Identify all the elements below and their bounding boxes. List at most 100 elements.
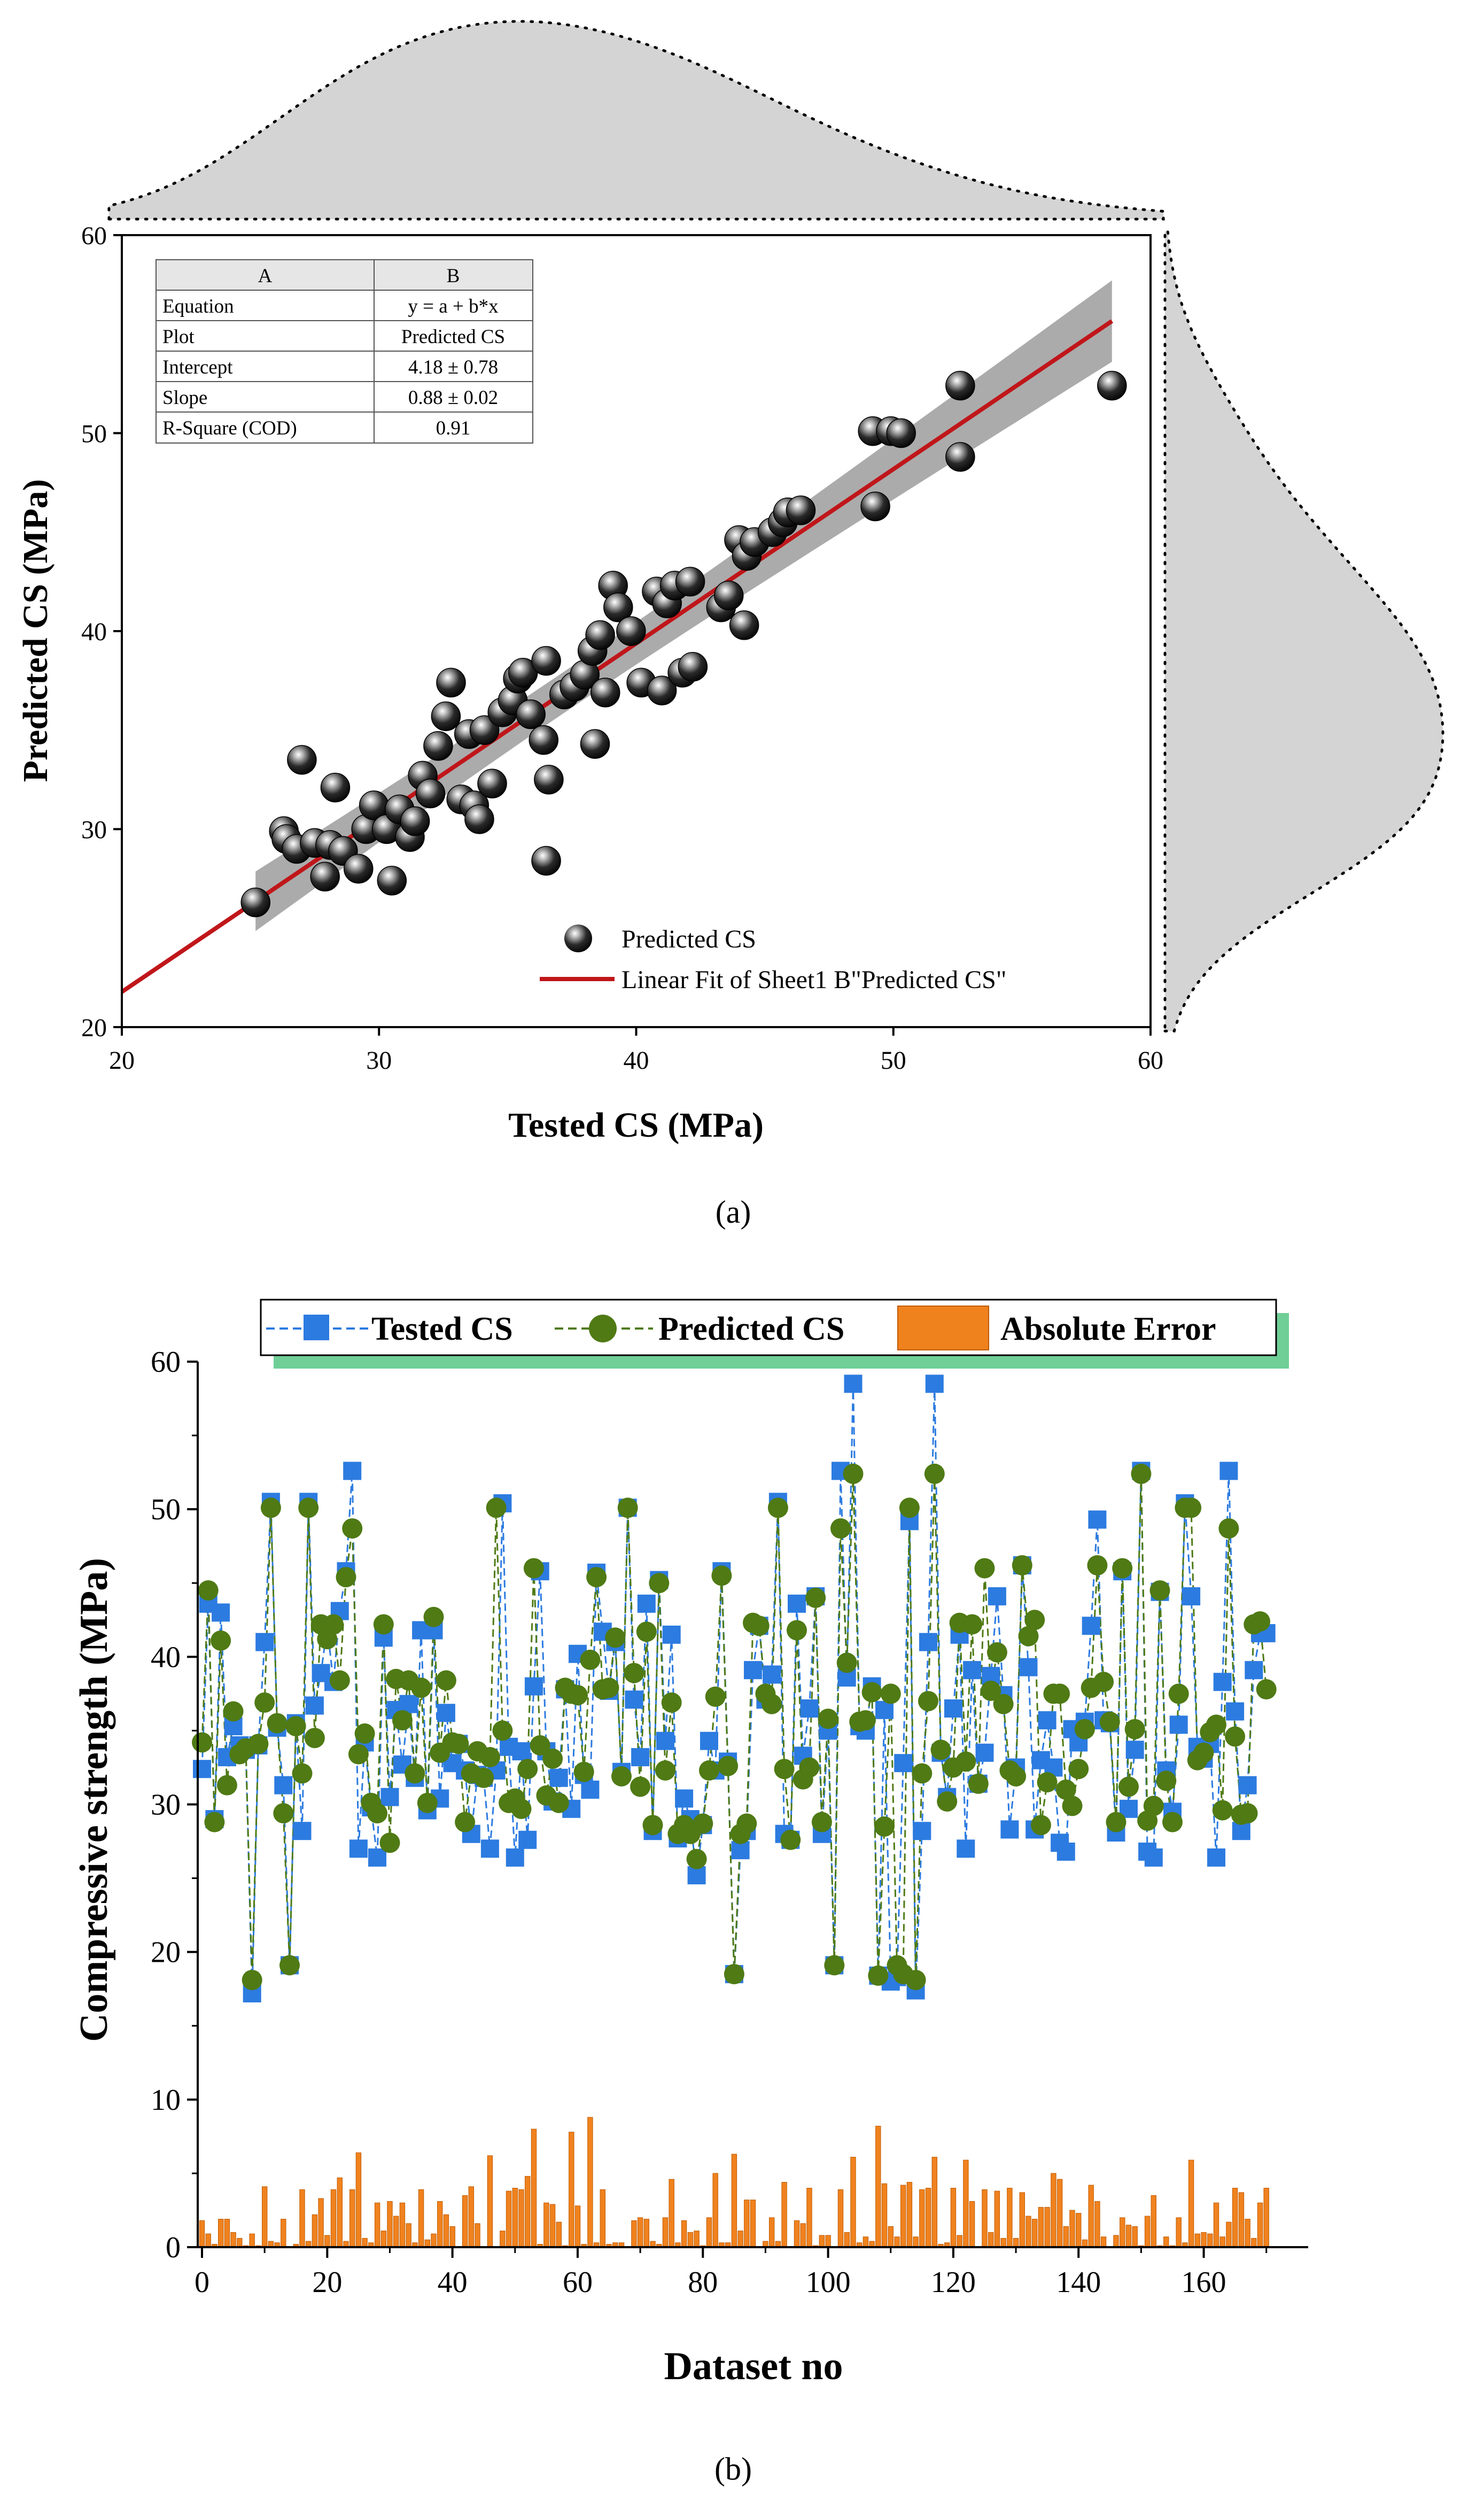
tested-cs-marker — [1056, 1842, 1075, 1861]
table-cell: Intercept — [162, 356, 233, 378]
legend-label: Linear Fit of Sheet1 B"Predicted CS" — [621, 966, 1006, 994]
predicted-cs-marker — [655, 1760, 675, 1781]
predicted-cs-marker — [223, 1701, 244, 1722]
predicted-cs-marker — [1068, 1759, 1089, 1780]
x-tick-label: 60 — [563, 2266, 593, 2299]
error-bar — [1238, 2192, 1245, 2248]
series-markers — [192, 1374, 1277, 2002]
error-bar — [362, 2238, 368, 2248]
data-point — [477, 768, 507, 799]
error-bar — [737, 2231, 743, 2248]
predicted-cs-marker — [298, 1497, 319, 1518]
predicted-cs-marker — [780, 1829, 801, 1850]
error-bar — [662, 2217, 669, 2248]
error-bar — [1082, 2239, 1088, 2248]
table-cell: R-Square (COD) — [162, 417, 297, 439]
error-bar — [1176, 2217, 1182, 2248]
error-bar — [387, 2201, 393, 2248]
y-axis: 0 10 20 30 40 50 60 — [151, 1346, 198, 2264]
x-axis: 0 20 40 60 80 100 120 140 160 — [195, 2247, 1268, 2299]
predicted-cs-marker — [1156, 1770, 1177, 1791]
error-bar — [931, 2157, 937, 2248]
predicted-cs-marker — [1106, 1812, 1126, 1832]
predicted-cs-marker — [824, 1955, 845, 1976]
legend: Tested CS Predicted CS Absolute Error — [260, 1299, 1289, 1369]
predicted-cs-marker — [705, 1686, 726, 1707]
predicted-cs-marker — [354, 1723, 375, 1744]
data-point — [529, 725, 558, 755]
data-point — [287, 745, 317, 775]
predicted-cs-marker — [855, 1710, 876, 1731]
predicted-cs-marker — [417, 1792, 438, 1813]
predicted-cs-marker — [1118, 1776, 1139, 1797]
data-point — [436, 667, 466, 698]
predicted-cs-marker — [304, 1728, 325, 1749]
predicted-cs-marker — [423, 1606, 444, 1627]
tested-cs-marker — [957, 1839, 975, 1858]
predicted-cs-marker — [492, 1720, 513, 1741]
x-tick-label: 20 — [109, 1046, 135, 1075]
error-bar — [330, 2189, 337, 2248]
table-cell: Slope — [162, 387, 207, 409]
tested-cs-marker — [581, 1780, 600, 1799]
predicted-cs-marker — [937, 1791, 958, 1812]
error-bar — [1125, 2225, 1132, 2248]
data-point — [675, 566, 705, 597]
data-point — [585, 620, 615, 650]
predicted-cs-marker — [348, 1744, 369, 1765]
error-bar — [1219, 2236, 1225, 2248]
error-bar — [837, 2189, 844, 2248]
tested-cs-marker — [437, 1704, 455, 1722]
error-bar — [1213, 2202, 1219, 2248]
data-point — [377, 866, 407, 896]
tested-cs-marker — [913, 1822, 931, 1840]
y-tick-label: 30 — [81, 816, 107, 844]
error-bar — [531, 2129, 537, 2248]
error-bar — [750, 2200, 756, 2248]
tested-cs-marker — [343, 1462, 362, 1480]
x-tick-label: 100 — [806, 2266, 851, 2299]
predicted-cs-marker — [861, 1682, 882, 1703]
predicted-cs-marker — [1037, 1772, 1058, 1793]
error-bar — [224, 2219, 230, 2248]
predicted-cs-marker — [1225, 1726, 1246, 1747]
x-tick-label: 0 — [195, 2266, 209, 2299]
error-bar — [1245, 2219, 1250, 2248]
y-density-plot — [1163, 230, 1444, 1032]
error-bar — [1056, 2179, 1063, 2248]
predicted-cs-marker — [548, 1792, 569, 1813]
predicted-cs-marker — [379, 1832, 400, 1853]
tested-cs-marker — [1169, 1715, 1188, 1734]
predicted-cs-marker — [586, 1567, 607, 1588]
predicted-cs-marker — [323, 1614, 344, 1635]
error-bar — [1151, 2195, 1157, 2248]
tested-cs-marker — [925, 1374, 944, 1393]
error-bar — [913, 2236, 919, 2248]
data-point — [464, 804, 494, 834]
predicted-cs-marker — [373, 1614, 394, 1635]
predicted-cs-marker — [530, 1735, 550, 1756]
error-bar — [1076, 2213, 1082, 2248]
error-bar — [1251, 2238, 1257, 2248]
predicted-cs-marker — [636, 1621, 657, 1642]
table-cell: Predicted CS — [401, 326, 505, 348]
predicted-cs-marker — [1087, 1555, 1108, 1576]
error-bar — [525, 2176, 531, 2248]
predicted-cs-marker — [774, 1759, 795, 1780]
predicted-cs-marker — [962, 1614, 983, 1635]
tested-cs-marker — [368, 1848, 386, 1867]
tested-cs-marker — [305, 1696, 324, 1715]
legend-marker-error — [897, 1306, 989, 1350]
predicted-cs-marker — [880, 1683, 901, 1704]
legend-marker-predicted-circle — [589, 1315, 617, 1342]
y-axis-label: Compressive strength (MPa) — [72, 1558, 116, 2042]
predicted-cs-marker — [1143, 1796, 1164, 1816]
data-point — [945, 370, 975, 401]
predicted-cs-marker — [1050, 1683, 1070, 1704]
tested-cs-marker — [656, 1731, 674, 1750]
error-bar — [1044, 2207, 1050, 2248]
predicted-cs-marker — [405, 1763, 425, 1784]
tested-cs-marker — [844, 1374, 863, 1393]
tested-cs-marker — [1000, 1820, 1019, 1839]
predicted-cs-marker — [818, 1708, 838, 1729]
